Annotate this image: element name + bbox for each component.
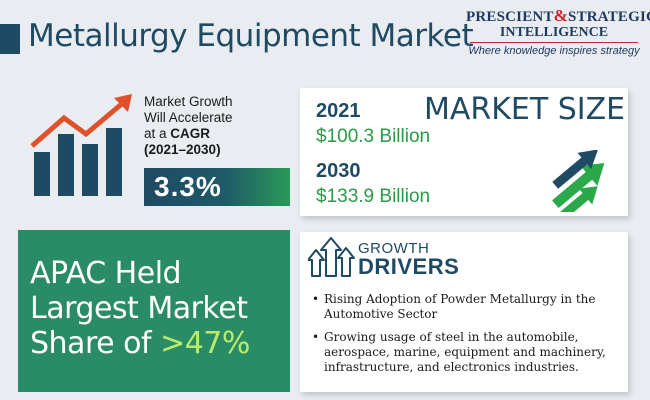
- logo-line1: PRESCIENT&STRATEGIC: [466, 6, 650, 26]
- drivers-label-big: DRIVERS: [358, 254, 460, 279]
- apac-share-value: >47%: [160, 326, 250, 361]
- page-title: Metallurgy Equipment Market: [28, 18, 474, 54]
- year-2030: 2030: [316, 160, 361, 182]
- logo-word-strategic: STRATEGIC: [568, 9, 650, 25]
- apac-share-text: APAC Held Largest Market Share of >47%: [30, 256, 286, 361]
- upward-arrows-icon: [552, 150, 605, 212]
- value-2030: $133.9 Billion: [316, 186, 431, 207]
- growth-cagr-label: CAGR: [170, 126, 211, 141]
- logo-ampersand: &: [553, 6, 569, 25]
- year-2021: 2021: [316, 100, 361, 122]
- apac-line2: Largest Market: [30, 291, 248, 326]
- growth-drivers-panel: GROWTH DRIVERS Rising Adoption of Powder…: [300, 232, 628, 392]
- apac-line3: Share of >47%: [30, 326, 286, 361]
- value-2021: $100.3 Billion: [316, 126, 431, 147]
- growth-line3: at a CAGR: [144, 126, 294, 142]
- title-accent-bar: [0, 24, 20, 54]
- growth-period: (2021–2030): [144, 142, 221, 157]
- drivers-label-small: GROWTH: [358, 240, 430, 257]
- brand-logo: PRESCIENT&STRATEGIC INTELLIGENCE Where k…: [466, 6, 650, 57]
- apac-line3-prefix: Share of: [30, 326, 161, 361]
- driver-item: Growing usage of steel in the automobile…: [310, 330, 622, 375]
- apac-share-panel: APAC Held Largest Market Share of >47%: [18, 230, 290, 392]
- growth-line3-prefix: at a: [144, 126, 171, 141]
- growth-line1: Market Growth: [144, 94, 233, 109]
- growth-line2: Will Accelerate: [144, 110, 233, 125]
- apac-line1: APAC Held: [30, 256, 182, 291]
- logo-line2: INTELLIGENCE: [499, 25, 609, 40]
- logo-word-prescient: PRESCIENT: [466, 9, 554, 25]
- logo-divider: [470, 42, 638, 43]
- bar-chart-rising-arrow-icon: [30, 94, 132, 196]
- market-size-title: MARKET SIZE: [424, 92, 626, 127]
- logo-tagline: Where knowledge inspires strategy: [468, 45, 640, 57]
- growth-statement: Market Growth Will Accelerate at a CAGR …: [144, 94, 294, 158]
- driver-item: Rising Adoption of Powder Metallurgy in …: [310, 292, 622, 322]
- drivers-list: Rising Adoption of Powder Metallurgy in …: [310, 292, 622, 383]
- market-size-panel: MARKET SIZE 2021 $100.3 Billion 2030 $13…: [300, 88, 628, 216]
- growth-arrows-icon: [308, 237, 355, 277]
- cagr-value: 3.3%: [144, 168, 290, 206]
